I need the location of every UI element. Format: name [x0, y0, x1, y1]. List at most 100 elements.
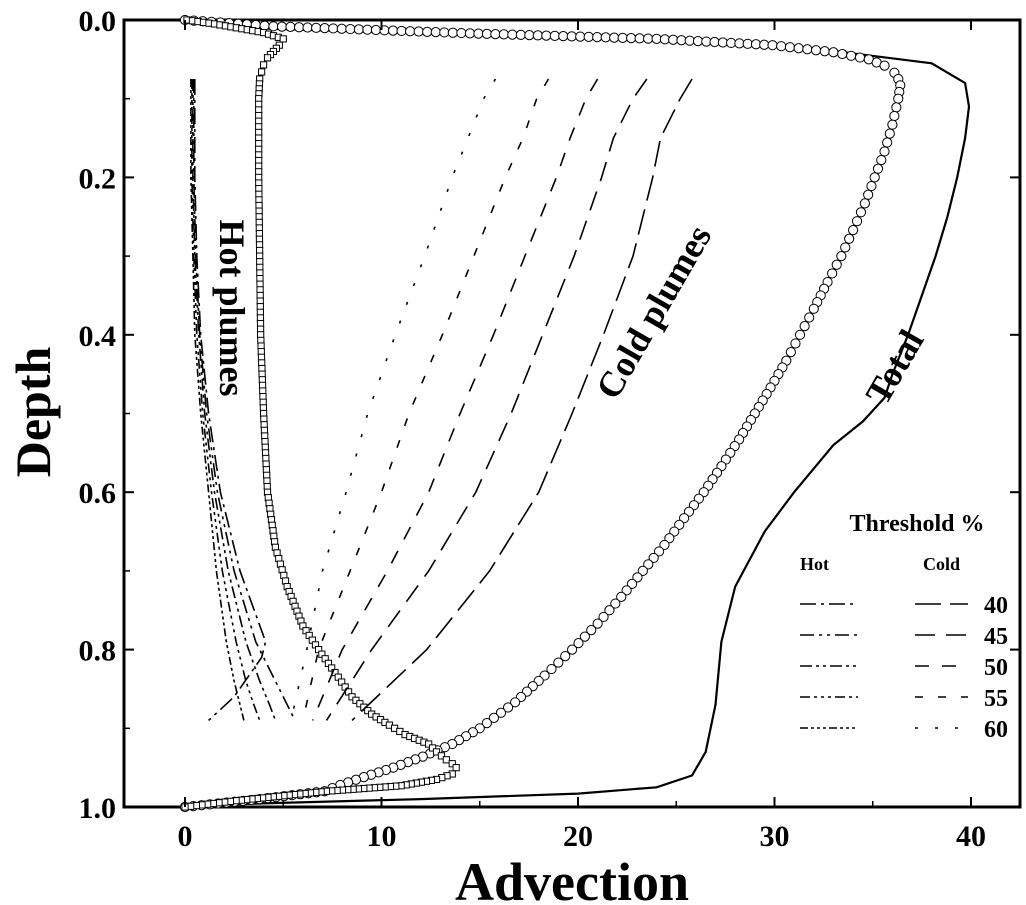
- circle-marker: [610, 598, 621, 609]
- series-hot-55: [191, 79, 261, 721]
- circle-marker: [784, 42, 796, 53]
- line-hot-55: [191, 79, 261, 721]
- circle-marker: [405, 26, 416, 37]
- circle-marker: [422, 26, 433, 37]
- circle-marker: [396, 25, 407, 37]
- circle-marker: [653, 546, 665, 557]
- square-marker: [258, 68, 266, 76]
- circle-marker: [790, 338, 801, 349]
- line-hot-50: [192, 79, 277, 721]
- line-cold-60: [290, 78, 497, 721]
- circle-marker: [840, 242, 851, 253]
- circle-marker: [604, 605, 615, 616]
- circle-marker: [598, 611, 609, 623]
- circle-marker: [859, 198, 870, 209]
- circle-marker: [609, 32, 620, 43]
- circle-marker: [575, 31, 586, 42]
- circle-marker: [854, 52, 866, 63]
- circle-marker: [495, 707, 507, 718]
- square-marker: [428, 744, 437, 752]
- circle-marker: [887, 119, 898, 130]
- circle-marker: [524, 30, 535, 41]
- x-tick-label: 40: [956, 820, 986, 853]
- circle-marker: [515, 29, 526, 40]
- circle-marker: [353, 24, 364, 35]
- circle-marker: [319, 23, 330, 34]
- circle-marker: [872, 163, 884, 174]
- y-tick-label: 0.4: [79, 320, 117, 353]
- circle-marker: [583, 31, 594, 42]
- square-marker: [425, 740, 433, 748]
- line-cold-40: [351, 78, 693, 721]
- circle-marker: [869, 172, 880, 183]
- circle-marker: [621, 585, 632, 596]
- circle-marker: [819, 46, 830, 57]
- circle-marker: [846, 50, 857, 61]
- circle-marker: [831, 259, 842, 270]
- circle-marker: [464, 28, 476, 39]
- x-tick-label: 30: [760, 820, 790, 853]
- circle-marker: [863, 189, 874, 200]
- y-tick-label: 0.2: [79, 162, 117, 195]
- circle-marker: [370, 24, 382, 36]
- circle-marker: [785, 347, 796, 358]
- circle-marker: [626, 578, 638, 589]
- circle-marker: [637, 565, 648, 577]
- series-solid: [184, 18, 971, 809]
- circle-marker: [328, 23, 339, 34]
- circle-marker: [889, 110, 900, 122]
- circle-marker: [439, 27, 450, 38]
- x-tick-label: 0: [178, 820, 193, 853]
- axes-layer: 0 10 20 30 40 0.0 0.2 0.4 0.6 0.8 1.0: [79, 5, 1020, 853]
- circle-marker: [866, 180, 877, 192]
- circle-marker: [502, 702, 514, 713]
- circle-marker: [669, 526, 680, 537]
- series-hot-60: [190, 79, 245, 721]
- circle-marker: [776, 41, 787, 52]
- circle-marker: [447, 27, 458, 38]
- series-cold-40: [351, 78, 693, 721]
- circle-marker: [579, 631, 590, 642]
- circle-marker: [879, 146, 890, 157]
- x-tick-label: 20: [563, 820, 593, 853]
- x-tick-label: 10: [367, 820, 397, 853]
- circle-marker: [844, 233, 855, 244]
- legend-title: Threshold %: [850, 511, 985, 537]
- circle-marker: [837, 48, 848, 60]
- circle-marker: [643, 33, 654, 44]
- square-marker: [442, 756, 450, 764]
- square-marker: [260, 61, 268, 69]
- circle-marker: [632, 572, 643, 583]
- line-cold-50: [311, 78, 599, 721]
- circle-marker: [648, 552, 659, 564]
- circle-marker: [336, 23, 347, 34]
- circle-marker: [634, 33, 645, 44]
- circle-marker: [855, 207, 867, 218]
- legend-rows: 40 45 50 55 60: [800, 593, 1008, 743]
- series-layer: [179, 14, 971, 813]
- circle-marker: [549, 30, 560, 41]
- circle-marker: [490, 29, 501, 40]
- series-cold-55: [302, 78, 550, 721]
- circle-marker: [362, 24, 373, 35]
- circle-marker: [664, 533, 675, 544]
- y-tick-label: 0.0: [79, 5, 117, 38]
- y-axis-title: Depth: [5, 347, 61, 478]
- circle-marker: [546, 663, 557, 675]
- legend-threshold-40: 40: [984, 593, 1008, 619]
- square-marker: [263, 54, 272, 62]
- circle-marker: [413, 26, 424, 37]
- circle-marker: [793, 43, 804, 54]
- y-tick-label: 0.8: [79, 635, 117, 668]
- circle-marker: [473, 28, 484, 39]
- cold-plumes-label: Cold plumes: [588, 218, 719, 405]
- circle-marker: [893, 93, 904, 104]
- circle-marker: [481, 718, 492, 729]
- line-cold-55: [302, 78, 550, 721]
- circle-marker: [311, 22, 322, 33]
- series-circles: [179, 14, 906, 813]
- circle-marker: [674, 519, 685, 530]
- square-marker: [448, 760, 456, 768]
- series-cold-50: [311, 78, 599, 721]
